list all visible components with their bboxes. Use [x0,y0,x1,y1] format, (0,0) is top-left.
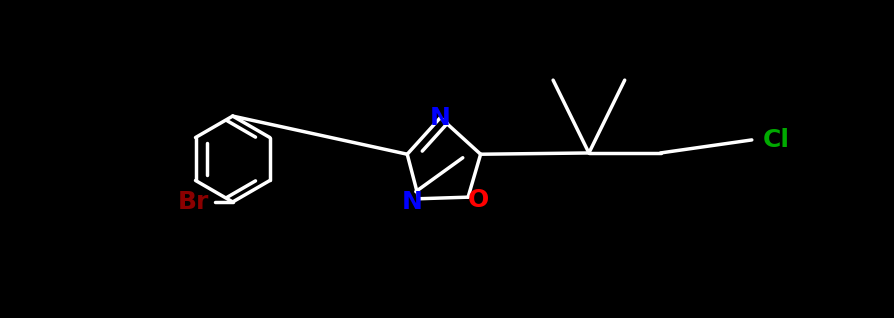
Text: O: O [468,188,489,212]
Text: N: N [429,106,451,130]
Text: Cl: Cl [762,128,789,152]
Text: Br: Br [178,190,209,214]
Text: N: N [401,190,422,214]
